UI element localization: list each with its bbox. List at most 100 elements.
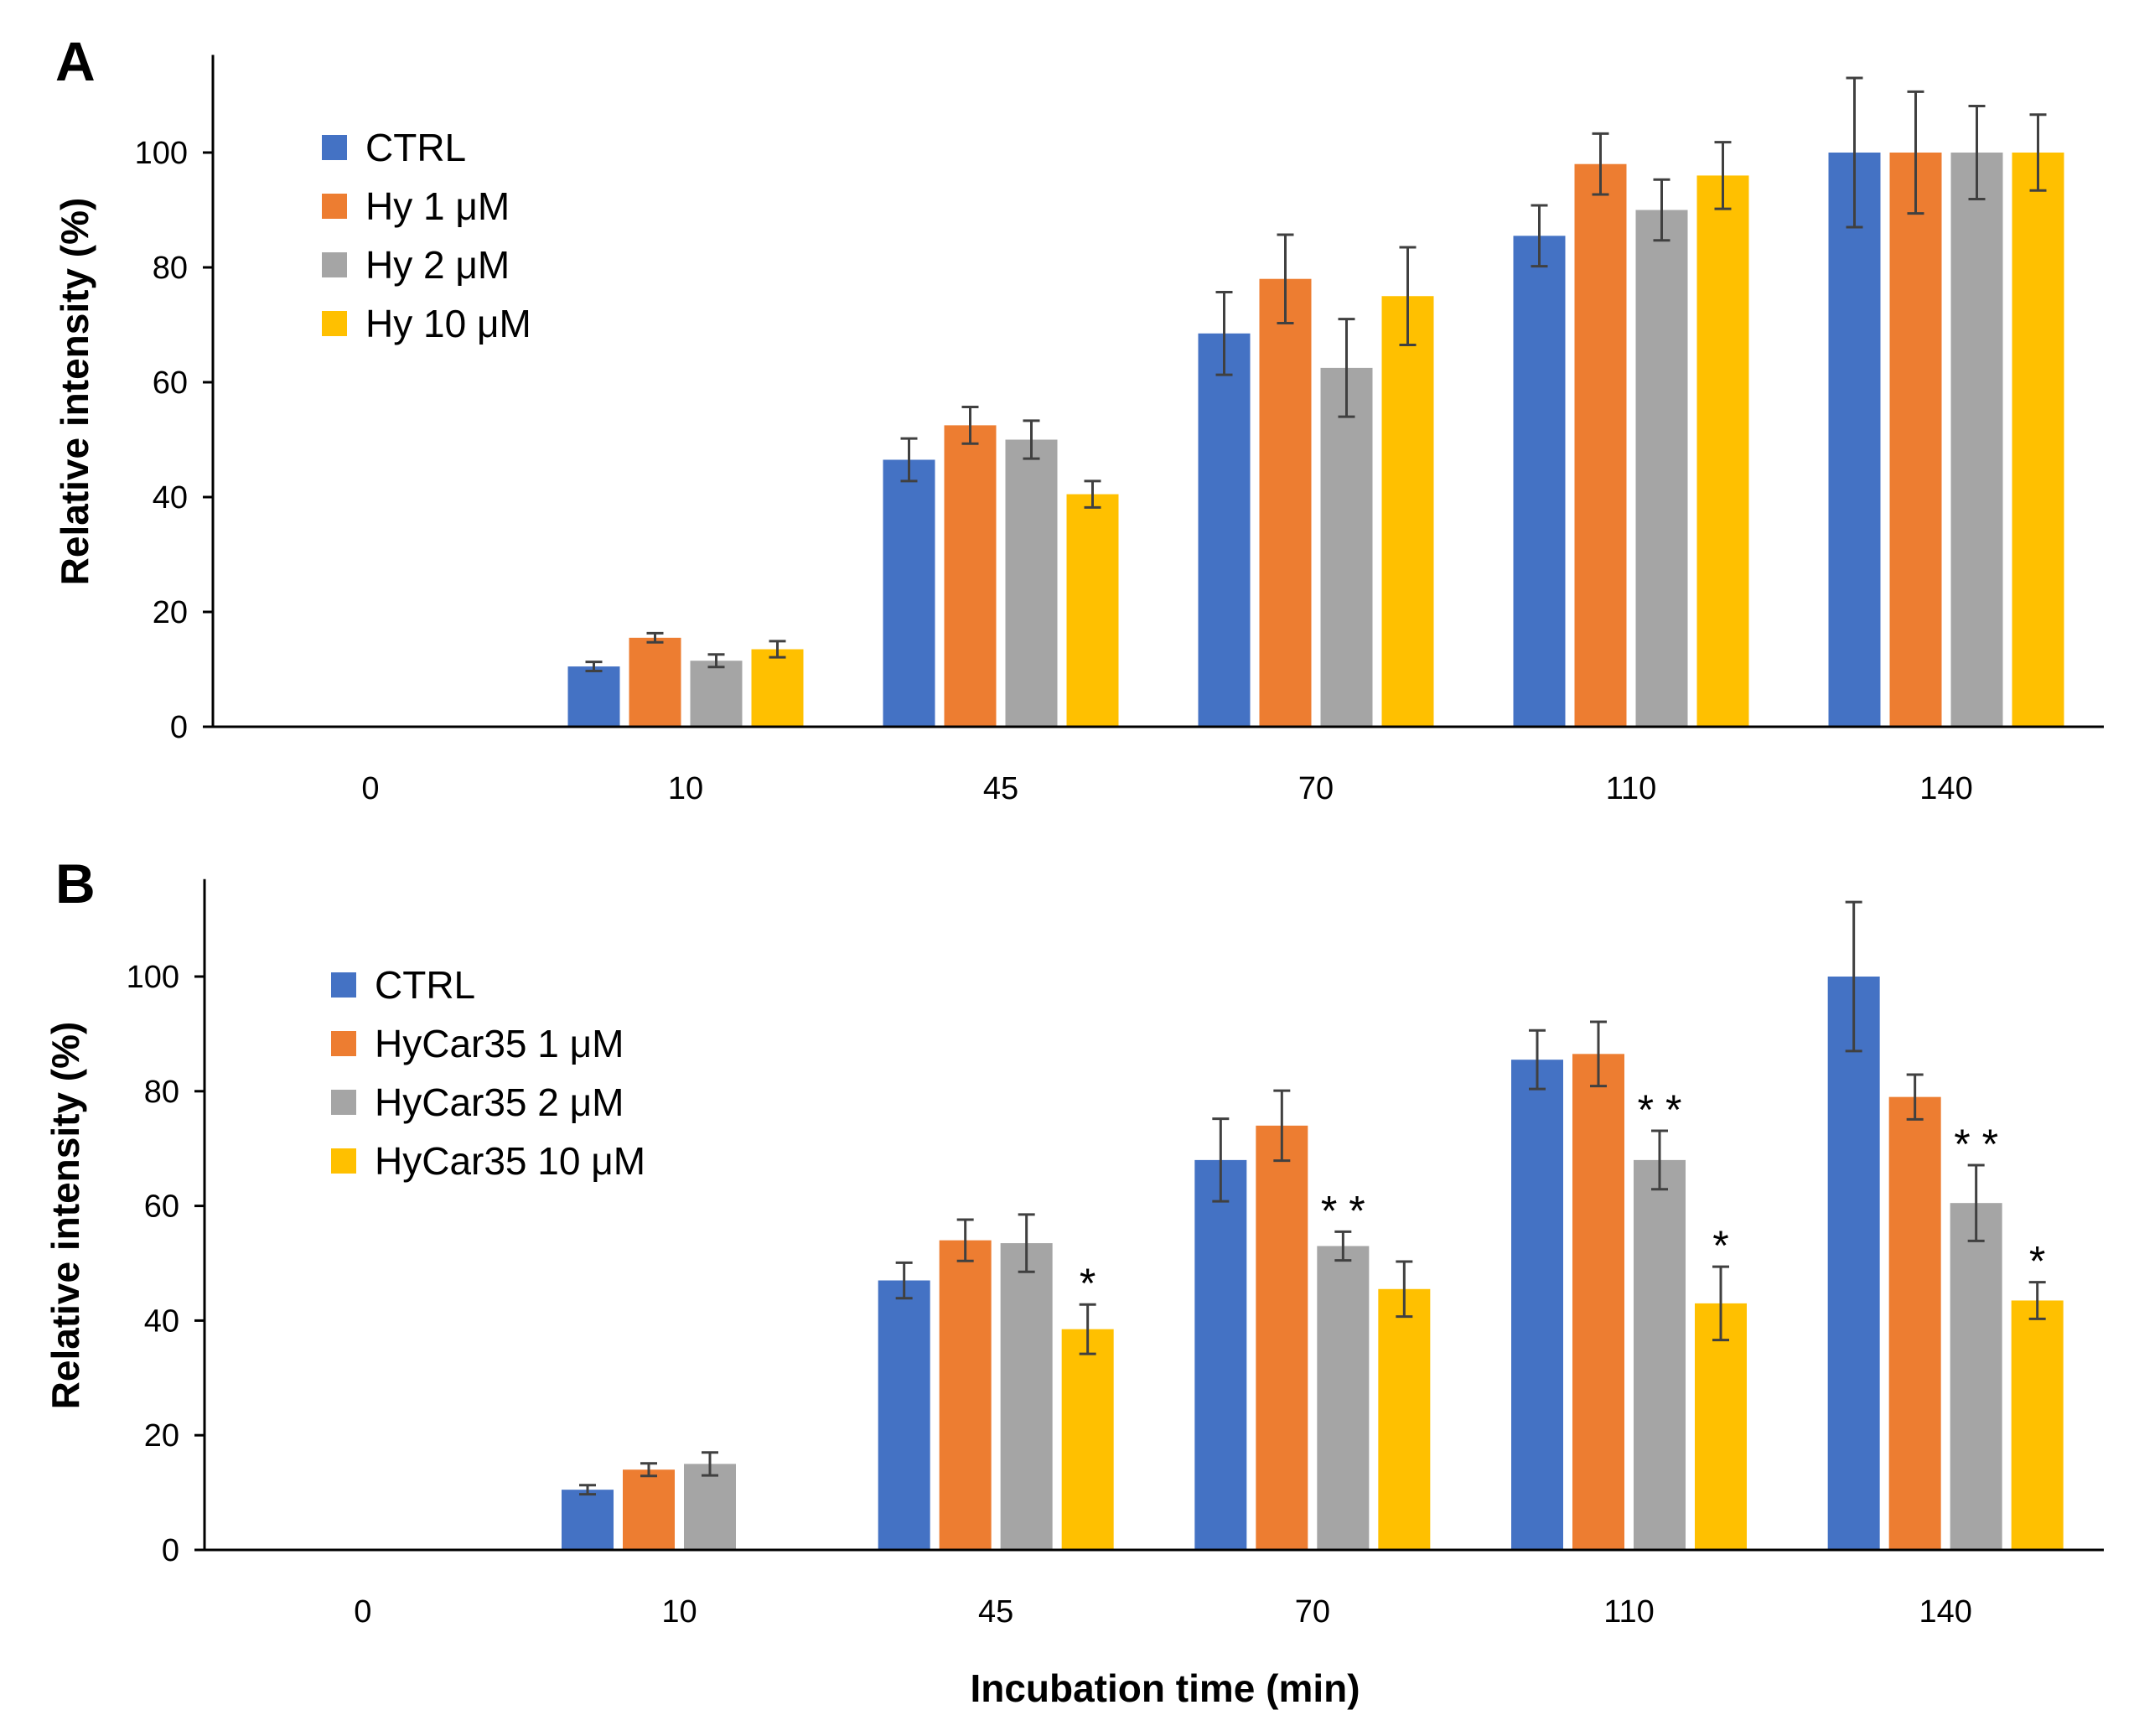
- panel-b-legend-label: HyCar35 1 μM: [375, 1022, 624, 1065]
- panel-b-error-bar: [1529, 1029, 1546, 1091]
- panel-b-error-bar: [1273, 1089, 1291, 1163]
- panel-b-bar: [1950, 1203, 2002, 1550]
- panel-a-x-ticks: 0 10 45 70 110 140: [361, 771, 1972, 806]
- panel-b-legend-label: HyCar35 10 μM: [375, 1139, 645, 1183]
- panel-a-legend-label: Hy 1 μM: [365, 184, 510, 228]
- panel-b-error-bar: [1334, 1230, 1352, 1262]
- panel-b-legend-item: HyCar35 1 μM: [331, 1022, 624, 1065]
- panel-a-bar: [883, 459, 935, 727]
- panel-b-legend-item: CTRL: [331, 963, 475, 1007]
- panel-a-x-tick-label: 45: [983, 771, 1018, 806]
- panel-b-legend-item: HyCar35 10 μM: [331, 1139, 645, 1183]
- panel-a-error-bar: [2029, 113, 2047, 192]
- panel-b-x-tick-label: 70: [1295, 1594, 1330, 1630]
- panel-b-error-bar: [1212, 1117, 1230, 1203]
- panel-a-bar: [751, 649, 804, 727]
- panel-a-y-tick-label: 20: [153, 595, 188, 630]
- panel-a-error-bar: [961, 405, 979, 445]
- panel-b-error-bar: [1712, 1265, 1729, 1342]
- panel-b-legend-swatch: [331, 1148, 356, 1174]
- panel-b-legend-item: HyCar35 2 μM: [331, 1080, 624, 1124]
- panel-a-bar: [1574, 163, 1627, 727]
- panel-b-y-tick-label: 0: [162, 1533, 179, 1568]
- panel-b-error-bar: [1845, 900, 1862, 1053]
- panel-a-error-bar: [1968, 105, 1986, 200]
- panel-b-legend-label: HyCar35 2 μM: [375, 1080, 624, 1124]
- panel-a-legend-item: CTRL: [322, 126, 466, 169]
- panel-a-error-bar: [1215, 290, 1233, 376]
- panel-b-bar: [1194, 1159, 1247, 1550]
- panel-a-bar: [567, 666, 620, 727]
- panel-b-significance-marker: *: [1712, 1222, 1728, 1269]
- panel-a-bar: [944, 425, 997, 727]
- panel-a-legend-item: Hy 10 μM: [322, 302, 531, 345]
- panel-a-bar: [1066, 494, 1119, 727]
- panel-b-error-bar: [1590, 1020, 1607, 1088]
- panel-b-bar: [1572, 1054, 1624, 1550]
- panel-b-y-tick-label: 20: [144, 1418, 179, 1454]
- panel-a-bar: [1828, 153, 1881, 727]
- panel-b-error-bar: [1967, 1163, 1985, 1242]
- panel-b-bar: [562, 1490, 614, 1550]
- panel-b-error-bar: [1018, 1213, 1035, 1273]
- panel-a-legend-item: Hy 1 μM: [322, 184, 510, 228]
- panel-a-x-tick-label: 0: [361, 771, 379, 806]
- panel-a-error-bar: [646, 631, 664, 644]
- panel-a-bar: [1320, 367, 1373, 727]
- panel-b-bar: [1317, 1246, 1370, 1550]
- panel-a-error-bar: [1592, 132, 1609, 196]
- panel-a-x-tick-label: 70: [1298, 771, 1334, 806]
- panel-a-error-bar: [585, 661, 603, 673]
- panel-a-y-axis-title: Relative intensity (%): [53, 198, 96, 586]
- panel-b-x-tick-label: 140: [1919, 1594, 1971, 1630]
- panel-b-error-bars: [579, 900, 2046, 1496]
- panel-a-y-ticks: 0 20 40 60 80 100: [135, 136, 213, 745]
- panel-b-y-tick-label: 100: [127, 960, 179, 995]
- panel-a-legend: CTRL Hy 1 μM Hy 2 μM Hy 10 μM: [322, 126, 531, 345]
- panel-a-error-bar: [1714, 141, 1732, 210]
- panel-a-bar: [1635, 210, 1688, 727]
- panel-a-bar: [690, 661, 743, 727]
- panel-b-bar: [1695, 1303, 1747, 1550]
- panel-b-bar: [1000, 1243, 1053, 1550]
- panel-b-x-tick-label: 10: [661, 1594, 697, 1630]
- panel-b-bar: [1061, 1329, 1114, 1550]
- panel-b-bar: [1888, 1096, 1941, 1550]
- panel-b-bar: [1256, 1125, 1308, 1550]
- panel-a-error-bar: [769, 640, 786, 659]
- panel-b-error-bar: [956, 1218, 974, 1262]
- panel-a-bar: [629, 637, 681, 727]
- panel-b-significance-marker: * *: [1954, 1121, 1998, 1168]
- panel-b-legend: CTRL HyCar35 1 μM HyCar35 2 μM HyCar35 10 μ…: [331, 963, 645, 1183]
- panel-a-y-tick-label: 80: [153, 251, 188, 286]
- panel-b-x-tick-label: 45: [978, 1594, 1013, 1630]
- panel-b-error-bar: [2028, 1281, 2046, 1320]
- panel-b-label: B: [55, 852, 96, 915]
- panel-a-error-bar: [707, 653, 725, 669]
- panel-a-error-bar: [1907, 90, 1924, 215]
- panel-b-bar: [684, 1464, 736, 1550]
- panel-b-bars: [562, 977, 2064, 1550]
- panel-a-chart: A Relative intensity (%) 0 20 40 60 80 100 0 1…: [53, 30, 2104, 806]
- panel-a-error-bar: [1531, 204, 1548, 268]
- panel-b-significance-marker: * *: [1638, 1086, 1682, 1133]
- panel-b-significance-marker: *: [1080, 1260, 1095, 1307]
- panel-b-error-bar: [702, 1451, 718, 1477]
- panel-a-error-bar: [1399, 246, 1417, 346]
- panel-a-y-tick-label: 100: [135, 136, 188, 171]
- panel-a-x-tick-label: 10: [668, 771, 703, 806]
- panel-a-legend-swatch: [322, 135, 347, 160]
- panel-a-y-tick-label: 60: [153, 365, 188, 401]
- panel-b-error-bar: [1906, 1073, 1924, 1121]
- panel-a-error-bar: [1846, 76, 1863, 229]
- panel-a-legend-swatch: [322, 194, 347, 219]
- panel-b-y-ticks: 0 20 40 60 80 100: [127, 960, 205, 1568]
- panel-a-legend-swatch: [322, 311, 347, 336]
- panel-a-error-bar: [1653, 178, 1670, 242]
- panel-a-legend-label: Hy 10 μM: [365, 302, 531, 345]
- panel-b-bar: [1634, 1159, 1686, 1550]
- panel-a-bar: [1259, 278, 1312, 727]
- panel-b-bar: [878, 1280, 930, 1550]
- panel-a-bar: [1381, 296, 1434, 727]
- panel-a-label: A: [55, 30, 96, 92]
